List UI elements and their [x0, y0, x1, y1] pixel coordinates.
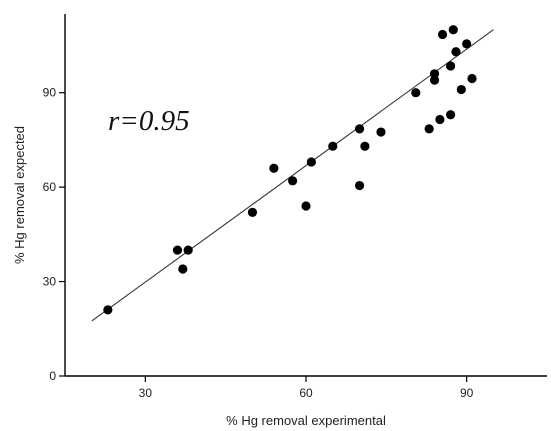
data-point-10: [354, 124, 365, 134]
data-point-1: [172, 245, 183, 255]
x-tick-label-60: 60: [299, 386, 313, 400]
data-point-5: [269, 163, 279, 173]
data-point-13: [376, 127, 386, 137]
y-axis-title: % Hg removal expected: [12, 126, 27, 264]
data-point-20: [446, 110, 456, 120]
y-tick-label-60: 60: [43, 180, 57, 194]
data-point-26: [467, 73, 477, 84]
ticks: 30 60 90 0 30 60 90: [43, 86, 474, 400]
x-axis-title: % Hg removal experimental: [226, 413, 386, 428]
data-point-15: [424, 124, 434, 134]
correlation-annotation: r=0.95: [108, 105, 190, 137]
x-tick-label-30: 30: [139, 386, 153, 400]
data-point-6: [288, 176, 298, 186]
regression-line: [91, 29, 494, 322]
data-point-18: [435, 114, 445, 125]
data-point-11: [354, 180, 365, 191]
data-point-9: [328, 141, 338, 151]
data-point-16: [429, 75, 440, 85]
data-point-8: [306, 157, 316, 167]
fit-line-group: [91, 29, 494, 322]
data-point-4: [247, 207, 258, 217]
data-point-22: [448, 25, 458, 35]
data-points: [103, 25, 477, 315]
x-tick-label-90: 90: [460, 386, 474, 400]
data-point-2: [178, 264, 188, 274]
data-point-12: [360, 141, 370, 151]
data-point-7: [301, 201, 311, 211]
data-point-14: [411, 88, 421, 98]
data-point-24: [456, 84, 466, 95]
data-point-23: [451, 47, 461, 57]
data-point-19: [437, 29, 448, 40]
data-point-21: [446, 61, 456, 71]
data-point-25: [462, 39, 472, 49]
data-point-3: [183, 245, 193, 255]
data-point-0: [103, 305, 113, 315]
y-tick-label-90: 90: [43, 86, 57, 100]
y-tick-label-30: 30: [43, 275, 57, 289]
data-point-17: [429, 69, 440, 79]
axes: [64, 14, 547, 377]
y-tick-label-0: 0: [49, 369, 56, 383]
